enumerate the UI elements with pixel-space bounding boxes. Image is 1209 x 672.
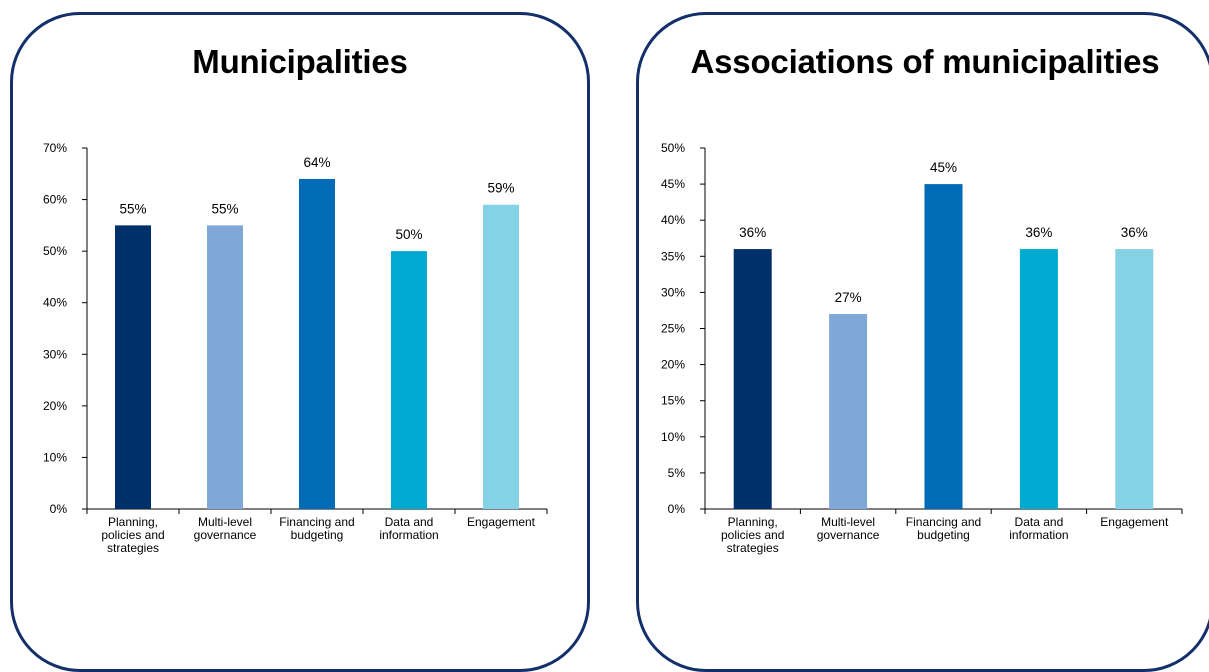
data-label: 45% [930,160,957,175]
bar [207,225,243,509]
y-tick-label: 10% [661,430,685,444]
category-label: policies and [101,528,164,542]
y-tick-label: 30% [661,285,685,299]
y-tick-label: 40% [661,213,685,227]
data-label: 64% [303,155,330,170]
associations-bar-chart: 0% 5% 10% 15% 20% 25% 30% 35% 40% 45% 50% 36% Planni… [661,141,1183,555]
y-tick-label: 40% [43,296,67,310]
data-label: 55% [119,201,146,216]
category-label: strategies [107,541,159,555]
category-label: Financing and [906,515,981,529]
data-label: 36% [1025,225,1052,240]
y-tick-label: 0% [668,502,686,516]
category-label: Data and [385,515,434,529]
data-label: 50% [395,227,422,242]
y-tick-label: 50% [43,244,67,258]
category-label: governance [194,528,257,542]
bar [829,314,868,509]
bar [483,204,519,509]
y-tick-label: 10% [43,450,67,464]
bar [115,225,151,509]
y-tick-label: 60% [43,193,67,207]
category-label: Data and [1015,515,1064,529]
category-label: Engagement [467,515,536,529]
y-tick-label: 70% [43,141,67,155]
y-tick-label: 15% [661,394,685,408]
category-label: budgeting [917,528,970,542]
category-label: Planning, [728,515,778,529]
panel-title: Associations of municipalities [690,43,1160,80]
y-tick-label: 30% [43,347,67,361]
data-label: 36% [739,225,766,240]
category-label: strategies [727,541,779,555]
municipalities-bar-chart: 0% 10% 20% 30% 40% 50% 60% 70% 55% Planning,polic… [43,141,548,555]
y-tick-label: 45% [661,177,685,191]
category-label: information [379,528,438,542]
y-tick-label: 20% [43,399,67,413]
y-tick-label: 25% [661,322,685,336]
data-label: 36% [1121,225,1148,240]
category-label: Planning, [108,515,158,529]
category-label: Multi-level [821,515,875,529]
category-label: Engagement [1100,515,1169,529]
category-label: Multi-level [198,515,252,529]
category-label: governance [817,528,880,542]
category-label: information [1009,528,1068,542]
y-tick-label: 50% [661,141,685,155]
bar [924,184,963,509]
data-label: 59% [487,181,514,196]
y-tick-label: 35% [661,249,685,263]
category-label: budgeting [291,528,344,542]
panel-title: Municipalities [192,43,408,80]
bar [733,249,772,509]
y-tick-label: 5% [668,466,686,480]
data-label: 55% [211,201,238,216]
bar [1115,249,1154,509]
y-tick-label: 0% [50,502,68,516]
category-label: Financing and [279,515,354,529]
bar [299,178,335,509]
bar [391,251,427,509]
associations-panel: Associations of municipalities [636,12,1209,672]
bar [1019,249,1058,509]
data-label: 27% [835,290,862,305]
category-label: policies and [721,528,784,542]
y-tick-label: 20% [661,358,685,372]
